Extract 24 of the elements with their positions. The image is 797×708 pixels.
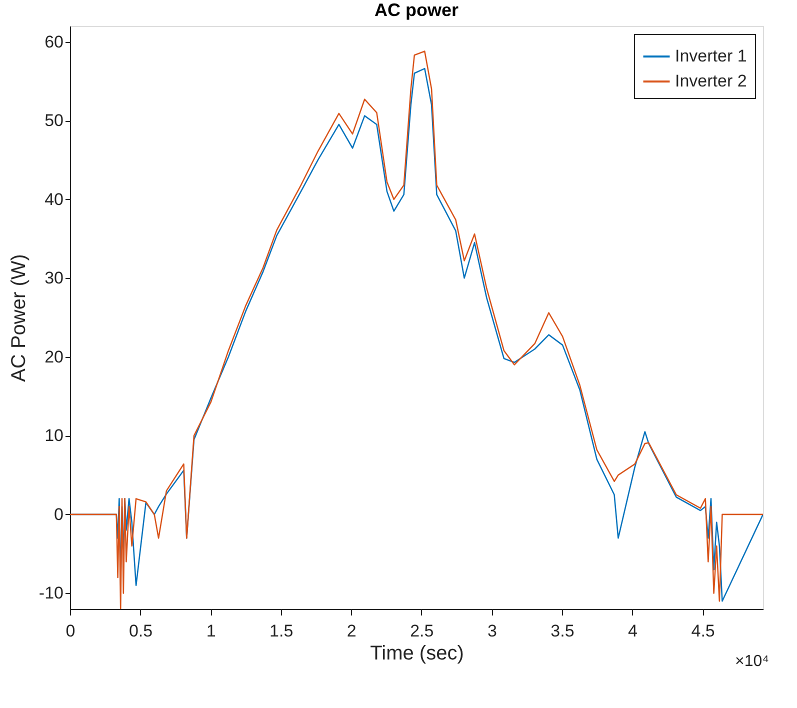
y-tick-label: 60 <box>44 32 64 52</box>
x-tick-label: 3.5 <box>550 622 574 640</box>
x-tick-label: 4 <box>628 622 638 640</box>
y-tick-label: 20 <box>44 347 64 366</box>
x-tick-label: 4.5 <box>691 622 715 640</box>
x-tick-label: 1.5 <box>270 622 294 640</box>
y-tick-label: 40 <box>44 190 64 209</box>
y-tick-label: 0 <box>54 504 64 524</box>
y-tick-label: 30 <box>44 268 64 288</box>
y-axis-title: AC Power (W) <box>8 254 30 382</box>
y-tick-label: -10 <box>38 584 64 603</box>
x-tick-label: 0 <box>66 622 76 640</box>
y-tick-label: 10 <box>44 426 64 446</box>
legend-label: Inverter 2 <box>675 72 747 90</box>
chart-title: AC power <box>374 0 459 20</box>
x-tick-label: 2.5 <box>410 622 434 640</box>
x-axis-title: Time (sec) <box>370 642 464 664</box>
y-tick-label: 50 <box>44 111 64 130</box>
text: ×10⁴ <box>734 653 770 670</box>
x-tick-label: 0.5 <box>128 622 153 640</box>
x-tick-label: 1 <box>206 622 216 640</box>
x-tick-label: 3 <box>487 622 497 640</box>
legend-label: Inverter 1 <box>675 46 747 66</box>
x-tick-label: 2 <box>346 622 356 640</box>
